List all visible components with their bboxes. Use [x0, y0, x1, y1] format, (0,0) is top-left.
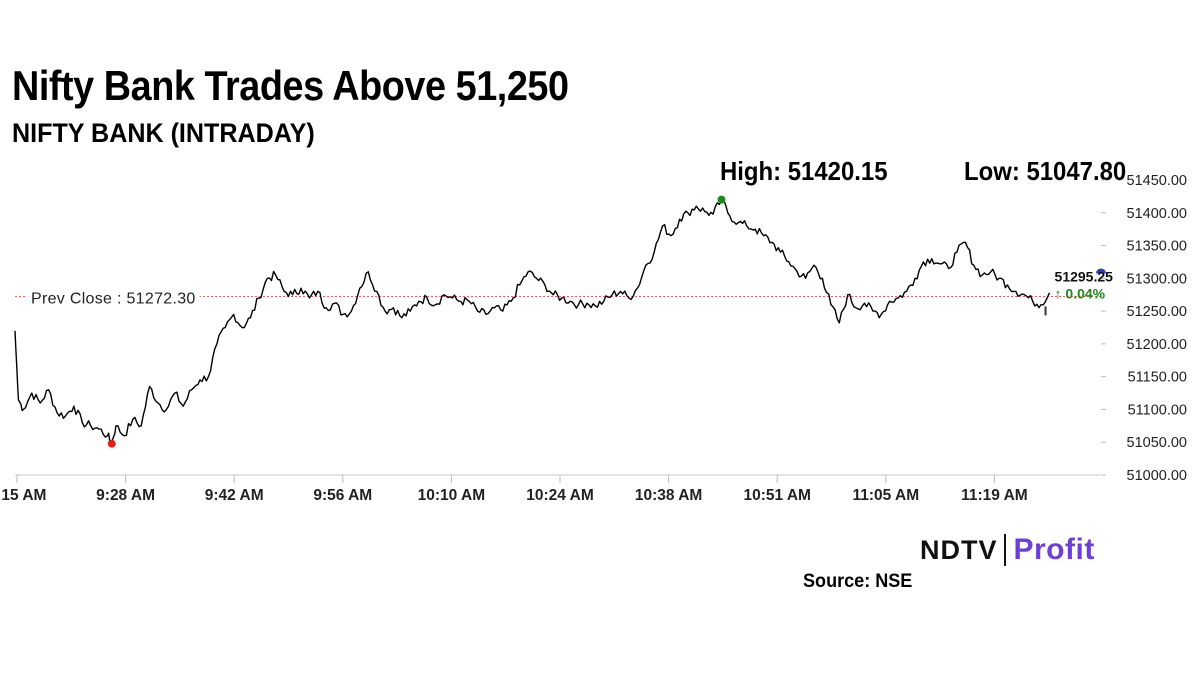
brand-profit: Profit	[1013, 533, 1095, 566]
y-tick-label: 51050.00	[1127, 435, 1187, 451]
x-tick-label: 10:10 AM	[418, 487, 485, 504]
chart-subtitle: NIFTY BANK (INTRADAY)	[12, 118, 315, 148]
low-marker	[107, 439, 116, 448]
x-axis: 9:15 AM 9:28 AM 9:42 AM 9:56 AM 10:10 AM 10:2…	[0, 474, 1100, 504]
source-note: Source: NSE	[803, 571, 913, 592]
y-tick-label: 51450.00	[1127, 173, 1187, 189]
brand-divider	[1003, 534, 1006, 566]
y-tick-label: 51200.00	[1127, 337, 1187, 353]
y-tick-label: 51150.00	[1128, 370, 1187, 386]
last-price-edge-marker	[1096, 268, 1106, 274]
headline: Nifty Bank Trades Above 51,250	[12, 62, 569, 109]
x-tick-label: 10:38 AM	[635, 487, 702, 504]
prev-close-label: Prev Close : 51272.30	[31, 290, 196, 307]
last-price-label: 51295.25	[1055, 268, 1114, 284]
price-series-line	[14, 199, 1051, 445]
change-percent-label: ↑ 0.04%	[1055, 285, 1106, 301]
x-tick-label: 9:56 AM	[313, 487, 372, 504]
x-tick-label: 10:51 AM	[743, 487, 810, 504]
y-axis: 51000.00 51050.00 51100.00 51150.00 51200.00…	[1101, 173, 1187, 484]
y-tick-label: 51400.00	[1127, 206, 1187, 222]
y-tick-label: 51250.00	[1127, 304, 1187, 320]
x-tick-label: 11:05 AM	[852, 487, 919, 504]
high-marker	[717, 195, 726, 204]
y-tick-label: 51350.00	[1127, 239, 1187, 255]
prev-close-label-bg	[25, 289, 200, 309]
high-stat: High: 51420.15	[720, 156, 888, 186]
y-tick-label: 51300.00	[1127, 271, 1187, 287]
low-stat: Low: 51047.80	[964, 156, 1127, 186]
y-tick-label: 51100.00	[1128, 402, 1187, 418]
x-tick-label: 9:42 AM	[205, 487, 264, 504]
x-tick-label: 9:15 AM	[0, 487, 46, 504]
brand-ndtv: NDTV	[920, 534, 998, 565]
ndtv-profit-logo: NDTV Profit	[920, 532, 1095, 568]
y-tick-label: 51000.00	[1127, 468, 1187, 484]
x-tick-label: 11:19 AM	[961, 487, 1028, 504]
x-tick-label: 10:24 AM	[526, 487, 593, 504]
x-tick-label: 9:28 AM	[96, 487, 155, 504]
